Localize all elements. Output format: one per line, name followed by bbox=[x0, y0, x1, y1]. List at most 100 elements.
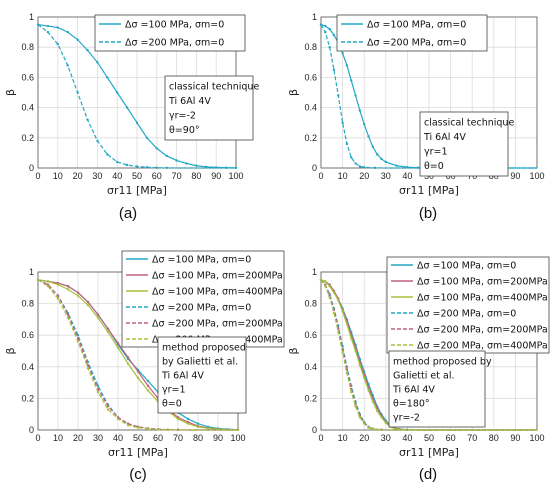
y-tick-label: 0.4 bbox=[21, 362, 34, 372]
annotation-line: Galietti et al. bbox=[393, 370, 455, 381]
legend-entry: Δσ =200 MPa, σm=400MPa bbox=[417, 340, 548, 351]
data-point bbox=[337, 94, 340, 97]
data-point bbox=[145, 166, 149, 169]
x-tick-label: 0 bbox=[35, 171, 40, 181]
x-tick-label: 20 bbox=[73, 433, 83, 443]
data-point bbox=[165, 166, 168, 170]
data-point bbox=[358, 416, 362, 419]
data-point bbox=[328, 296, 331, 299]
y-axis-label: β bbox=[4, 347, 17, 354]
y-tick-label: 0 bbox=[29, 425, 34, 435]
data-point bbox=[384, 160, 387, 164]
y-tick-label: 1 bbox=[29, 267, 34, 277]
legend-box bbox=[336, 14, 488, 52]
x-tick-label: 80 bbox=[489, 433, 499, 443]
data-point bbox=[46, 30, 50, 34]
y-tick-label: 0.2 bbox=[21, 393, 34, 403]
data-point bbox=[66, 313, 70, 316]
data-point bbox=[116, 341, 120, 345]
panel-2: 010203040506070809010000.20.40.60.81σr11… bbox=[287, 12, 545, 222]
legend-entry: Δσ =100 MPa, σm=0 bbox=[367, 19, 466, 30]
data-point bbox=[375, 153, 379, 156]
y-tick-label: 0.8 bbox=[304, 299, 317, 309]
annotation-line: γr=-2 bbox=[169, 111, 196, 122]
data-point bbox=[155, 147, 158, 150]
x-tick-label: 20 bbox=[73, 171, 83, 181]
data-point bbox=[126, 424, 130, 427]
data-point bbox=[367, 389, 370, 392]
data-point bbox=[406, 166, 409, 169]
data-point bbox=[324, 30, 327, 34]
y-tick-label: 0.8 bbox=[21, 299, 34, 309]
data-point bbox=[135, 121, 139, 124]
y-tick-label: 1 bbox=[312, 12, 317, 22]
data-point bbox=[332, 291, 336, 294]
data-point bbox=[328, 46, 331, 49]
data-point bbox=[337, 299, 340, 302]
data-point bbox=[358, 165, 362, 168]
y-tick-label: 0 bbox=[312, 425, 317, 435]
x-tick-label: 100 bbox=[529, 171, 544, 181]
y-axis-label: β bbox=[287, 89, 300, 96]
x-tick-label: 30 bbox=[92, 171, 102, 181]
data-point bbox=[106, 330, 110, 334]
legend-entry: Δσ =100 MPa, σm=200MPa bbox=[152, 270, 283, 281]
data-point bbox=[146, 384, 150, 387]
data-point bbox=[56, 294, 60, 297]
data-point bbox=[176, 417, 180, 421]
x-tick-label: 70 bbox=[467, 433, 477, 443]
annotation-box bbox=[419, 111, 509, 177]
data-point bbox=[350, 156, 353, 159]
data-point bbox=[328, 285, 331, 288]
legend-entry: Δσ =100 MPa, σm=400MPa bbox=[417, 292, 548, 303]
data-point bbox=[185, 162, 188, 165]
data-point bbox=[371, 400, 375, 403]
data-point bbox=[186, 422, 190, 425]
annotation-line: θ=0 bbox=[162, 398, 182, 409]
data-point bbox=[86, 49, 89, 52]
x-tick-label: 10 bbox=[53, 171, 63, 181]
data-point bbox=[96, 390, 100, 394]
data-point bbox=[146, 389, 150, 392]
data-point bbox=[86, 364, 90, 367]
data-point bbox=[56, 42, 59, 46]
x-tick-label: 90 bbox=[213, 433, 223, 443]
x-tick-label: 30 bbox=[381, 171, 391, 181]
data-point bbox=[96, 316, 100, 320]
x-tick-label: 20 bbox=[359, 171, 369, 181]
y-tick-label: 0.2 bbox=[304, 133, 317, 143]
legend-entry: Δσ =200 MPa, σm=0 bbox=[417, 308, 516, 319]
y-tick-label: 0.2 bbox=[21, 133, 34, 143]
x-tick-label: 60 bbox=[153, 433, 163, 443]
x-tick-label: 70 bbox=[173, 433, 183, 443]
data-point bbox=[125, 106, 129, 109]
data-point bbox=[116, 346, 120, 350]
data-point bbox=[116, 417, 120, 421]
annotation-line: γr=1 bbox=[424, 147, 448, 158]
x-tick-label: 0 bbox=[35, 433, 40, 443]
y-tick-label: 0.8 bbox=[304, 42, 317, 52]
legend-entry: Δσ =100 MPa, σm=400MPa bbox=[152, 286, 283, 297]
x-tick-label: 80 bbox=[193, 433, 203, 443]
data-point bbox=[136, 426, 140, 429]
data-point bbox=[345, 142, 349, 146]
data-point bbox=[319, 23, 323, 26]
data-point bbox=[156, 428, 160, 431]
data-point bbox=[363, 123, 366, 126]
x-tick-label: 90 bbox=[510, 433, 520, 443]
data-point bbox=[116, 91, 119, 94]
data-point bbox=[384, 421, 387, 425]
data-point bbox=[345, 371, 349, 375]
x-axis-label: σr11 [MPa] bbox=[399, 446, 459, 459]
data-point bbox=[367, 135, 370, 138]
y-tick-label: 1 bbox=[29, 12, 34, 22]
y-tick-label: 0.4 bbox=[21, 103, 34, 113]
data-point bbox=[96, 313, 100, 316]
data-point bbox=[126, 362, 130, 365]
data-point bbox=[175, 159, 178, 162]
annotation-line: θ=90° bbox=[169, 125, 200, 136]
data-point bbox=[205, 165, 208, 168]
data-point bbox=[350, 390, 353, 394]
data-point bbox=[341, 52, 344, 55]
data-point bbox=[380, 416, 383, 419]
